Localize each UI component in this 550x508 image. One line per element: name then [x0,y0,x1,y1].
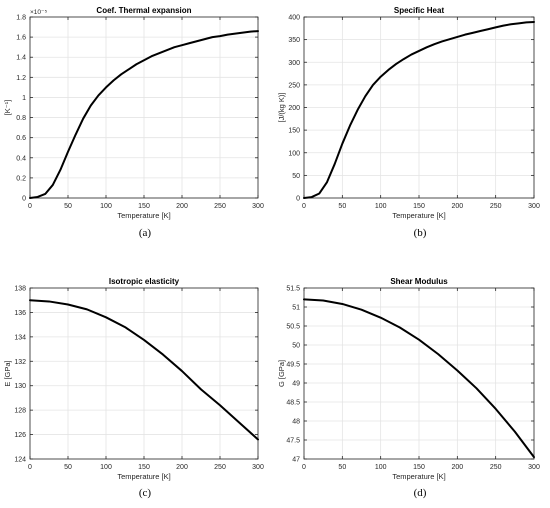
chart-title: Specific Heat [394,6,445,15]
y-tick-label: 50 [292,173,300,180]
y-tick-label: 300 [288,60,300,67]
x-tick-label: 50 [64,464,72,471]
chart-panel-4: 0 50 100 150 200 250 300 47 47.5 48 48.5 49 49.5 50 50… [277,277,540,499]
y-tick-label: 49.5 [286,362,300,369]
y-tick-label: 1 [22,95,26,102]
x-tick-label: 300 [252,203,264,210]
x-tick-label: 0 [28,464,32,471]
x-tick-label: 200 [176,203,188,210]
y-tick-label: 124 [14,457,26,464]
y-tick-label: 136 [14,310,26,317]
y-tick-label: 51 [292,305,300,312]
x-tick-label: 0 [302,203,306,210]
y-tick-label: 250 [288,82,300,89]
chart-panel-2: 0 50 100 150 200 250 300 0 50 100 150 200 250 300 350 4… [277,6,540,239]
y-tick-label: 132 [14,359,26,366]
x-tick-label: 50 [338,464,346,471]
series-line-1 [29,30,259,199]
x-tick-label: 150 [138,464,150,471]
y-multiplier-label: ×10⁻⁵ [30,9,47,16]
chart-panel-1: 0 50 100 150 200 250 300 0 0.2 0.4 0.6 0.8 1 1.2 1.4 1.… [3,6,264,239]
x-axis-label: Temperature [K] [117,472,170,481]
chart-panel-3: 0 50 100 150 200 250 300 124 126 128 130 132 134 136 1… [3,277,264,499]
y-tick-label: 49 [292,381,300,388]
chart-title: Isotropic elasticity [109,277,180,286]
x-tick-label: 250 [490,464,502,471]
y-tick-label: 100 [288,150,300,157]
x-tick-label: 200 [176,464,188,471]
y-tick-label: 51.5 [286,286,300,293]
y-tick-label: 0 [296,196,300,203]
x-tick-label: 100 [100,464,112,471]
y-tick-label: 400 [288,15,300,22]
y-tick-label: 128 [14,408,26,415]
x-tick-label: 250 [214,203,226,210]
panel-label: (a) [139,227,152,239]
x-tick-label: 0 [28,203,32,210]
y-tick-label: 138 [14,286,26,293]
y-tick-label: 1.4 [16,55,26,62]
chart-title: Coef. Thermal expansion [96,6,191,15]
y-tick-label: 50 [292,343,300,350]
x-tick-label: 250 [490,203,502,210]
x-tick-label: 100 [100,203,112,210]
y-tick-label: 150 [288,128,300,135]
y-tick-label: 134 [14,334,26,341]
x-tick-label: 50 [64,203,72,210]
y-tick-label: 1.2 [16,75,26,82]
x-tick-label: 300 [528,203,540,210]
y-axis-label: [J/(kg K)] [277,92,286,122]
y-tick-label: 47.5 [286,438,300,445]
series-line-1 [303,298,535,459]
panel-label: (d) [414,487,427,499]
x-tick-label: 150 [413,203,425,210]
y-axis-label: G [GPa] [277,360,286,387]
series-line-1 [29,299,259,441]
y-tick-label: 48 [292,419,300,426]
y-tick-label: 200 [288,105,300,112]
x-axis-label: Temperature [K] [392,472,445,481]
y-tick-label: 0.4 [16,155,26,162]
y-tick-label: 350 [288,37,300,44]
y-tick-label: 1.6 [16,35,26,42]
y-tick-label: 50.5 [286,324,300,331]
x-tick-label: 200 [451,464,463,471]
y-tick-label: 0.8 [16,115,26,122]
panel-label: (b) [414,227,427,239]
y-tick-label: 126 [14,432,26,439]
x-tick-label: 100 [375,464,387,471]
x-tick-label: 50 [338,203,346,210]
x-tick-label: 100 [375,203,387,210]
y-axis-label: [K⁻¹] [3,100,12,116]
y-tick-label: 47 [292,457,300,464]
y-tick-label: 0.2 [16,175,26,182]
y-tick-label: 0.6 [16,135,26,142]
x-axis-label: Temperature [K] [392,211,445,220]
y-tick-label: 130 [14,383,26,390]
y-axis-label: E [GPa] [3,360,12,386]
x-tick-label: 200 [451,203,463,210]
y-tick-label: 1.8 [16,15,26,22]
x-tick-label: 0 [302,464,306,471]
x-axis-label: Temperature [K] [117,211,170,220]
series-line-1 [303,20,535,199]
y-tick-label: 0 [22,196,26,203]
chart-title: Shear Modulus [390,277,448,286]
x-tick-label: 300 [528,464,540,471]
x-tick-label: 150 [138,203,150,210]
y-tick-label: 48.5 [286,400,300,407]
x-tick-label: 250 [214,464,226,471]
x-tick-label: 300 [252,464,264,471]
panel-label: (c) [139,487,152,499]
x-tick-label: 150 [413,464,425,471]
